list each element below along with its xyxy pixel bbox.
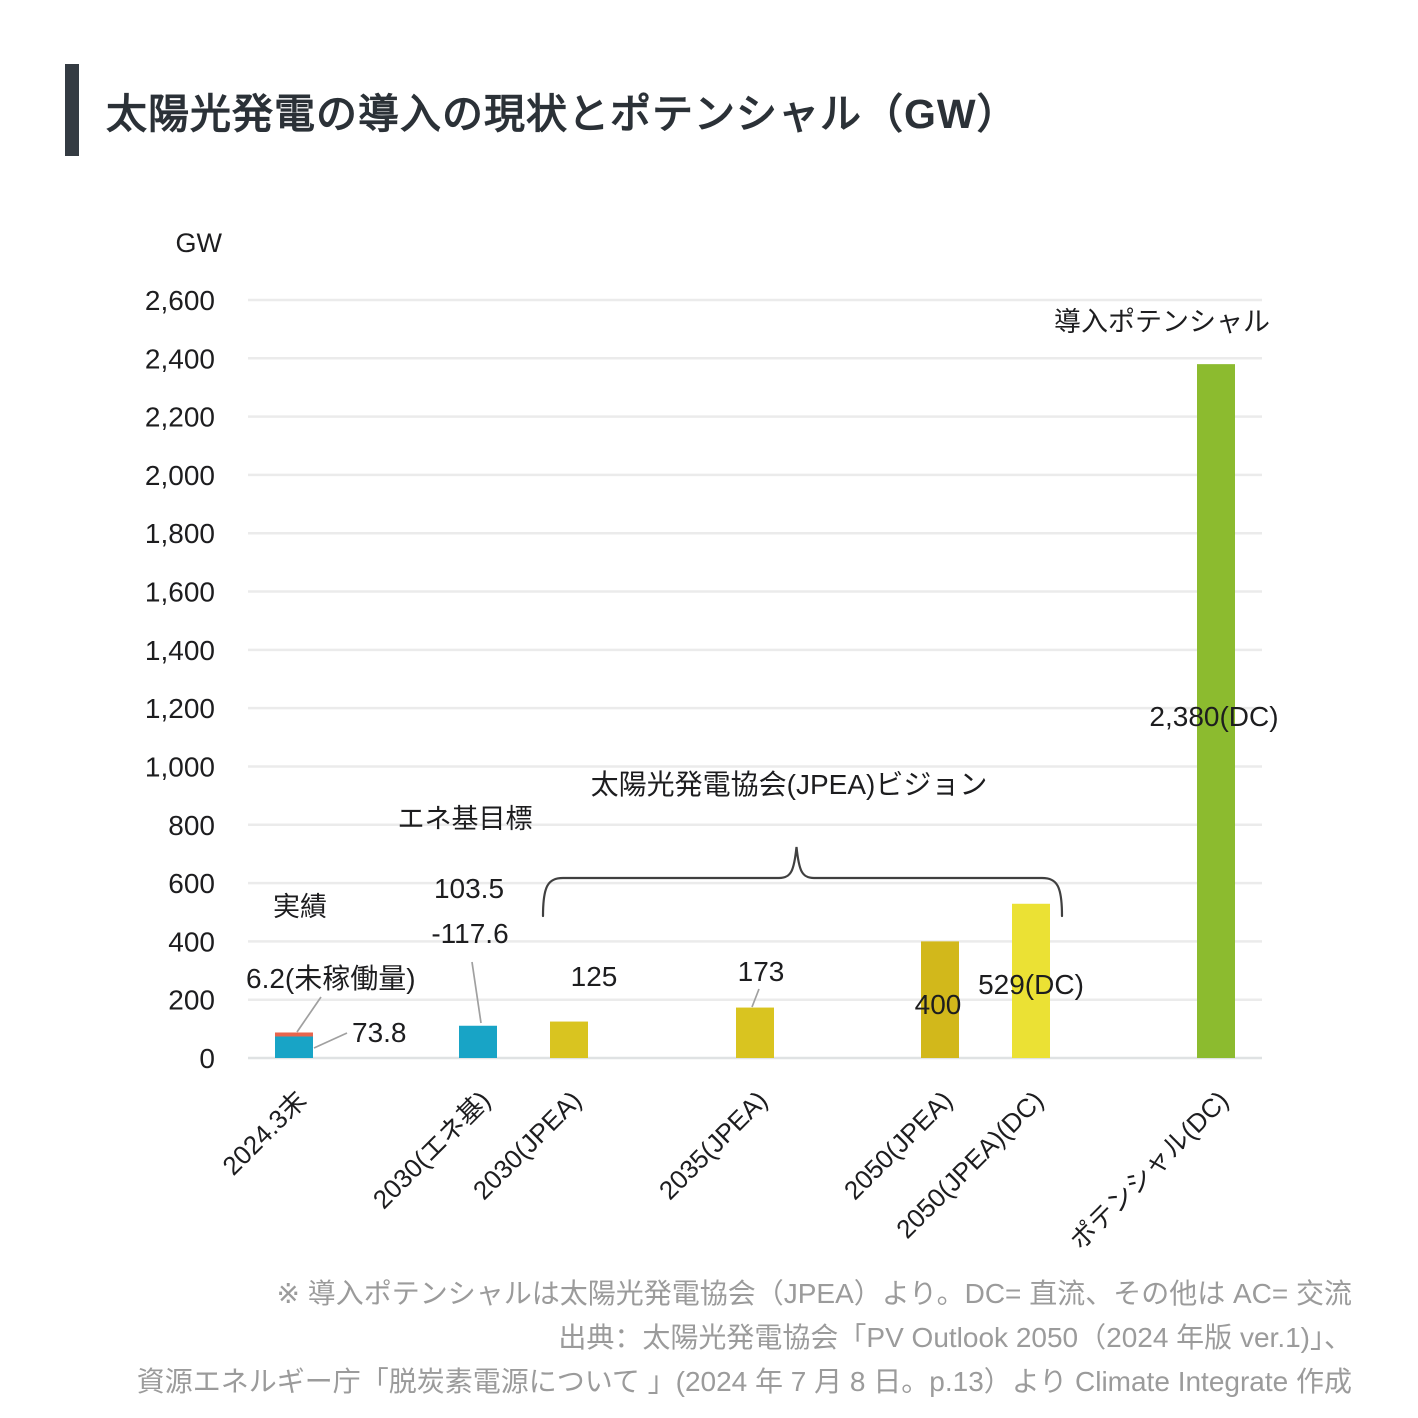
bar-2024.3末 — [275, 1036, 313, 1058]
annotation-jpea-vision: 太陽光発電協会(JPEA)ビジョン — [591, 769, 988, 800]
value-label: 2,380(DC) — [1149, 701, 1278, 732]
y-tick-label: 600 — [168, 868, 215, 899]
y-tick-label: 0 — [199, 1043, 215, 1074]
y-tick-label: 1,800 — [145, 518, 215, 549]
bar-2030(JPEA) — [550, 1021, 588, 1058]
leader-line — [751, 988, 760, 1008]
annotation-eneki-mokuhyo: エネ基目標 — [398, 804, 533, 834]
value-label: 173 — [738, 956, 785, 987]
value-label: 400 — [915, 989, 962, 1020]
value-label: 103.5 — [434, 873, 504, 904]
y-tick-label: 2,200 — [145, 402, 215, 433]
value-label: -117.6 — [431, 918, 508, 949]
y-tick-label: 1,000 — [145, 751, 215, 782]
footer-note-line: ※ 導入ポテンシャルは太陽光発電協会（JPEA）より。DC= 直流、その他は A… — [276, 1278, 1352, 1309]
page-title: 太陽光発電の導入の現状とポテンシャル（GW） — [106, 91, 1019, 137]
y-tick-label: 2,400 — [145, 343, 215, 374]
value-label: 73.8 — [352, 1017, 407, 1048]
value-label: 529(DC) — [978, 969, 1084, 1000]
value-label: 125 — [571, 961, 618, 992]
x-tick-label: ポテンシャル(DC) — [1064, 1085, 1234, 1255]
y-tick-label: 1,600 — [145, 577, 215, 608]
bar-cap-unoperated-2024.3末 — [275, 1032, 313, 1037]
annotation-jisseki: 実績 — [273, 892, 327, 922]
annotation-dounyu-potential: 導入ポテンシャル — [1054, 307, 1270, 337]
bar-2030(エネ基) — [459, 1025, 497, 1058]
value-label: 6.2(未稼働量) — [246, 963, 416, 994]
leader-line — [296, 996, 322, 1033]
leader-line — [471, 961, 482, 1024]
footer-source-line: 出典：太陽光発電協会「PV Outlook 2050（2024 年版 ver.1… — [558, 1322, 1352, 1353]
chart-header: 太陽光発電の導入の現状とポテンシャル（GW） — [65, 64, 1019, 156]
bar-2050(JPEA) — [921, 941, 959, 1058]
y-tick-label: 2,000 — [145, 460, 215, 491]
jpea-vision-brace — [541, 846, 1064, 918]
x-tick-label: 2035(JPEA) — [653, 1085, 773, 1205]
y-tick-label: 400 — [168, 926, 215, 957]
y-tick-label: 200 — [168, 985, 215, 1016]
source-note: ※ 導入ポテンシャルは太陽光発電協会（JPEA）より。DC= 直流、その他は A… — [62, 1272, 1352, 1404]
y-tick-label: 1,400 — [145, 635, 215, 666]
bar-2035(JPEA) — [736, 1007, 774, 1058]
y-tick-label: 1,200 — [145, 693, 215, 724]
footer-credit-line: 資源エネルギー庁「脱炭素電源について 」(2024 年 7 月 8 日。p.13… — [136, 1366, 1352, 1397]
y-tick-label: 2,600 — [145, 285, 215, 316]
title-accent-bar — [65, 64, 79, 156]
leader-line — [313, 1032, 348, 1049]
y-axis-unit-label: GW — [176, 228, 223, 258]
bar-ポテンシャル(DC) — [1197, 364, 1235, 1059]
y-tick-label: 800 — [168, 810, 215, 841]
bar-2050(JPEA)(DC) — [1012, 903, 1050, 1058]
x-tick-label: 2024.3末 — [216, 1085, 312, 1181]
